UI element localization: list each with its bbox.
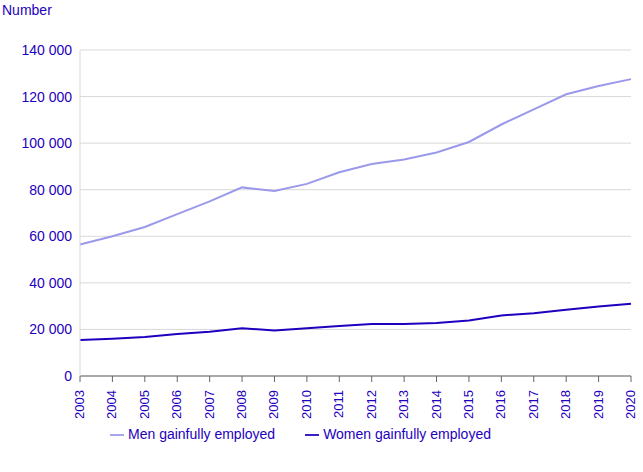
svg-text:2017: 2017 — [526, 390, 541, 419]
svg-text:140 000: 140 000 — [21, 42, 72, 58]
svg-text:2009: 2009 — [266, 390, 281, 419]
svg-text:2003: 2003 — [72, 390, 87, 419]
svg-text:100 000: 100 000 — [21, 135, 72, 151]
svg-text:0: 0 — [64, 368, 72, 384]
html-text:Women gainfully employed: Women gainfully employed — [323, 426, 491, 442]
svg-text:2015: 2015 — [461, 390, 476, 419]
svg-text:2019: 2019 — [591, 390, 606, 419]
svg-text:2020: 2020 — [623, 390, 635, 419]
svg-text:2007: 2007 — [202, 390, 217, 419]
svg-text:2005: 2005 — [137, 390, 152, 419]
svg-text:2016: 2016 — [493, 390, 508, 419]
svg-text:2018: 2018 — [558, 390, 573, 419]
svg-text:2014: 2014 — [429, 390, 444, 419]
svg-text:2004: 2004 — [104, 390, 119, 419]
svg-text:40 000: 40 000 — [29, 275, 72, 291]
html-text:Men gainfully employed: Men gainfully employed — [128, 426, 276, 442]
svg-text:2012: 2012 — [364, 390, 379, 419]
svg-text:2011: 2011 — [331, 390, 346, 418]
svg-text:2010: 2010 — [299, 390, 314, 419]
svg-text:2013: 2013 — [396, 390, 411, 419]
svg-text:120 000: 120 000 — [21, 89, 72, 105]
svg-text:80 000: 80 000 — [29, 182, 72, 198]
svg-text:2006: 2006 — [169, 390, 184, 419]
html-text:Number: Number — [2, 2, 52, 18]
svg-text:2008: 2008 — [234, 390, 249, 419]
svg-text:60 000: 60 000 — [29, 228, 72, 244]
svg-text:20 000: 20 000 — [29, 321, 72, 337]
